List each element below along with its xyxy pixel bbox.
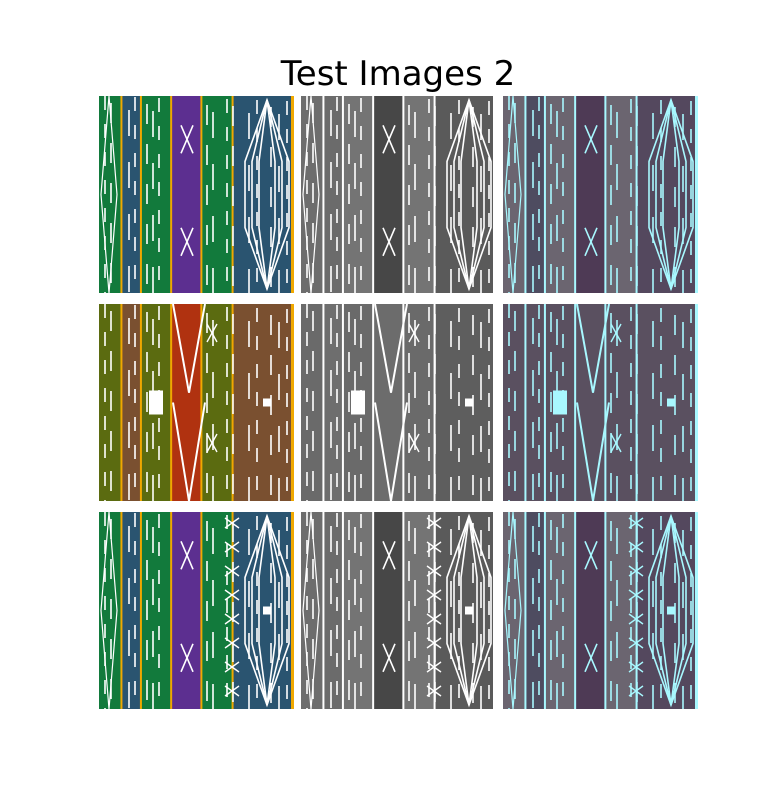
band-separator bbox=[322, 96, 325, 293]
band-separator bbox=[170, 512, 173, 709]
band-separator bbox=[402, 304, 405, 501]
band-separator bbox=[372, 512, 375, 709]
color-band bbox=[544, 512, 576, 709]
color-band bbox=[121, 512, 141, 709]
tile-edge-stripe bbox=[493, 512, 496, 709]
color-band bbox=[323, 96, 343, 293]
band-separator bbox=[170, 96, 173, 293]
pattern-lines bbox=[100, 512, 290, 709]
test-image-row-2-tinted bbox=[503, 304, 698, 501]
pattern-lines bbox=[508, 304, 692, 501]
band-separator bbox=[372, 304, 375, 501]
color-band bbox=[575, 304, 606, 501]
pattern-lines bbox=[306, 304, 490, 501]
band-separator bbox=[170, 304, 173, 501]
color-band bbox=[575, 96, 606, 293]
band-separator bbox=[341, 96, 344, 293]
band-separator bbox=[402, 96, 405, 293]
band-separator bbox=[200, 304, 203, 501]
color-band bbox=[171, 96, 202, 293]
test-image-row-3-gray bbox=[301, 512, 496, 709]
band-separator bbox=[543, 512, 546, 709]
band-separator bbox=[200, 512, 203, 709]
pattern-lines bbox=[302, 512, 492, 709]
figure-title: Test Images 2 bbox=[280, 54, 516, 94]
tile-edge-stripe bbox=[291, 512, 294, 709]
band-separator bbox=[322, 304, 325, 501]
color-band bbox=[201, 304, 233, 501]
test-image-row-3-tinted bbox=[503, 512, 698, 709]
color-band bbox=[605, 304, 637, 501]
band-separator bbox=[524, 96, 527, 293]
pattern-lines bbox=[104, 304, 288, 501]
color-band bbox=[323, 512, 343, 709]
band-separator bbox=[524, 512, 527, 709]
color-band bbox=[373, 96, 404, 293]
color-band bbox=[342, 96, 374, 293]
color-band bbox=[171, 512, 202, 709]
pattern-lines bbox=[504, 96, 694, 293]
test-image-row-1-color bbox=[99, 96, 294, 293]
test-image-row-1-gray bbox=[301, 96, 496, 293]
band-separator bbox=[200, 96, 203, 293]
color-band bbox=[373, 512, 404, 709]
test-image-row-1-tinted bbox=[503, 96, 698, 293]
color-band bbox=[575, 512, 606, 709]
color-band bbox=[605, 96, 637, 293]
color-band bbox=[373, 304, 404, 501]
band-separator bbox=[574, 512, 577, 709]
band-separator bbox=[120, 96, 123, 293]
band-separator bbox=[604, 96, 607, 293]
color-band bbox=[140, 96, 172, 293]
band-separator bbox=[341, 304, 344, 501]
color-band bbox=[342, 512, 374, 709]
band-separator bbox=[120, 304, 123, 501]
band-separator bbox=[543, 96, 546, 293]
color-band bbox=[201, 512, 233, 709]
band-separator bbox=[604, 304, 607, 501]
tile-edge-stripe bbox=[291, 96, 294, 293]
band-separator bbox=[574, 304, 577, 501]
tile-edge-stripe bbox=[493, 304, 496, 501]
color-band bbox=[525, 512, 545, 709]
color-band bbox=[323, 304, 343, 501]
image-grid bbox=[99, 96, 698, 710]
color-band bbox=[201, 96, 233, 293]
band-separator bbox=[341, 512, 344, 709]
test-image-row-2-gray bbox=[301, 304, 496, 501]
color-band bbox=[171, 304, 202, 501]
test-image-row-2-color bbox=[99, 304, 294, 501]
band-separator bbox=[604, 512, 607, 709]
color-band bbox=[605, 512, 637, 709]
color-band bbox=[525, 96, 545, 293]
pattern-lines bbox=[302, 96, 492, 293]
pattern-lines bbox=[504, 512, 694, 709]
color-band bbox=[140, 512, 172, 709]
pattern-lines bbox=[100, 96, 290, 293]
band-separator bbox=[524, 304, 527, 501]
band-separator bbox=[372, 96, 375, 293]
test-image-row-3-color bbox=[99, 512, 294, 709]
color-band bbox=[403, 512, 435, 709]
tile-edge-stripe bbox=[493, 96, 496, 293]
band-separator bbox=[402, 512, 405, 709]
band-separator bbox=[139, 96, 142, 293]
color-band bbox=[121, 304, 141, 501]
band-separator bbox=[574, 96, 577, 293]
color-band bbox=[403, 304, 435, 501]
tile-edge-stripe bbox=[695, 96, 698, 293]
tile-edge-stripe bbox=[695, 304, 698, 501]
band-separator bbox=[139, 512, 142, 709]
band-separator bbox=[543, 304, 546, 501]
tile-edge-stripe bbox=[695, 512, 698, 709]
color-band bbox=[525, 304, 545, 501]
band-separator bbox=[120, 512, 123, 709]
band-separator bbox=[322, 512, 325, 709]
band-separator bbox=[139, 304, 142, 501]
color-band bbox=[544, 96, 576, 293]
color-band bbox=[403, 96, 435, 293]
tile-edge-stripe bbox=[291, 304, 294, 501]
color-band bbox=[121, 96, 141, 293]
